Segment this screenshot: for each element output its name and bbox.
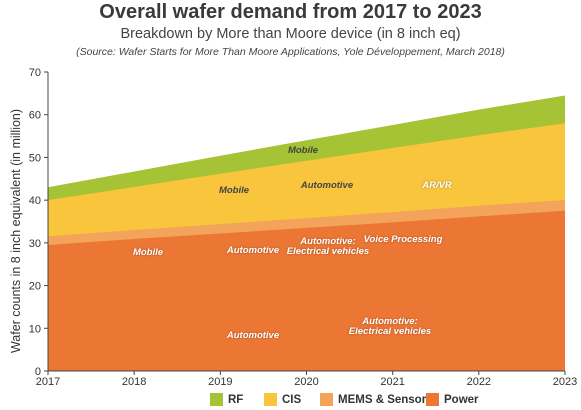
legend-swatch-rf [210,393,223,406]
y-axis-label: Wafer counts in 8 inch equivalent (in mi… [9,108,23,354]
annotation-voice-processing: Voice Processing [363,234,443,245]
chart-title: Overall wafer demand from 2017 to 2023 [99,1,482,23]
annotation-ev-power: Automotive: Electrical vehicles [348,316,432,337]
legend-label-power: Power [444,393,479,406]
legend-swatch-power [426,393,439,406]
annotation-automotive-mems: Automotive [226,245,280,256]
legend-swatch-cis [264,393,277,406]
y-tick-label-20: 20 [29,281,41,293]
chart-source: (Source: Wafer Starts for More Than Moor… [76,46,505,58]
y-tick-label-50: 50 [29,152,41,164]
annotation-automotive-power: Automotive [226,330,280,341]
legend-swatch-mems [320,393,333,406]
x-tick-label-2019: 2019 [208,376,232,388]
y-tick-label-60: 60 [29,110,41,122]
annotation-ev-mems: Automotive: Electrical vehicles [286,236,370,257]
legend-label-cis: CIS [282,393,302,406]
annotation-mobile-rf: Mobile [287,145,319,156]
annotation-mobile-mems: Mobile [132,247,164,258]
legend-item-rf: RF [210,393,243,406]
legend-label-mems: MEMS & Sensors [338,393,433,406]
x-tick-label-2021: 2021 [380,376,404,388]
legend-item-cis: CIS [264,393,301,406]
y-tick-label-70: 70 [29,67,41,79]
x-tick-label-2023: 2023 [553,376,577,388]
x-tick-label-2017: 2017 [36,376,60,388]
y-tick-label-10: 10 [29,323,41,335]
chart-legend: RF CIS MEMS & Sensors Power [0,393,581,409]
chart-subtitle: Breakdown by More than Moore device (in … [120,26,461,42]
annotation-automotive-cis: Automotive [300,180,354,191]
y-tick-label-30: 30 [29,238,41,250]
x-tick-label-2020: 2020 [294,376,318,388]
x-tick-label-2022: 2022 [467,376,491,388]
y-tick-label-40: 40 [29,195,41,207]
area-series-power [48,210,565,371]
x-tick-label-2018: 2018 [122,376,146,388]
legend-item-power: Power [426,393,479,406]
annotation-arvr: AR/VR [422,180,452,191]
annotation-mobile-cis: Mobile [218,185,250,196]
y-tick-label-0: 0 [35,366,41,378]
legend-item-mems: MEMS & Sensors [320,393,433,406]
legend-label-rf: RF [228,393,244,406]
